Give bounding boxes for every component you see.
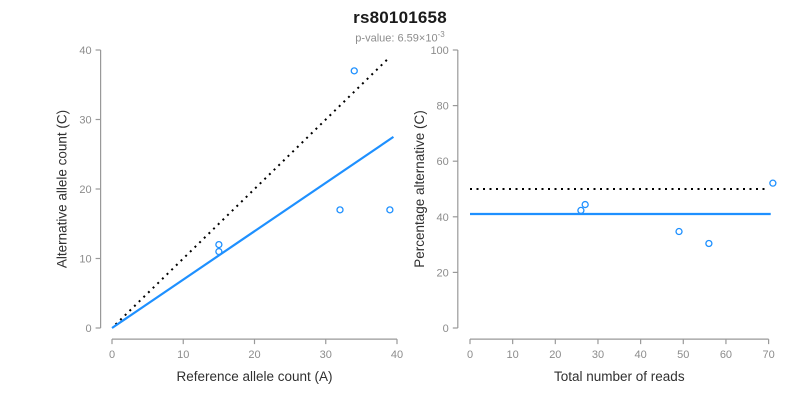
- y-tick-label: 40: [437, 212, 449, 224]
- y-axis-title: Alternative allele count (C): [55, 110, 70, 268]
- data-point: [769, 179, 777, 187]
- x-tick-label: 0: [467, 349, 473, 361]
- data-point: [215, 240, 223, 249]
- x-tick-label: 20: [549, 349, 561, 361]
- data-point: [215, 247, 223, 256]
- y-tick-label: 100: [430, 45, 448, 57]
- y-tick-label: 60: [437, 156, 449, 168]
- y-tick-label: 10: [79, 254, 91, 266]
- x-tick-label: 0: [109, 349, 115, 361]
- x-axis-title: Total number of reads: [554, 369, 685, 384]
- left-panel: 0 10 20 30 40 0 10 20 30 40 Reference allele count…: [55, 45, 404, 384]
- y-tick-label: 30: [79, 115, 91, 127]
- x-tick-label: 10: [507, 349, 519, 361]
- x-tick-label: 40: [635, 349, 647, 361]
- right-panel: 0 20 40 60 80 100 0 10 20 30 40 50 60 70 Total number …: [412, 45, 777, 384]
- data-point: [705, 239, 713, 248]
- x-tick-label: 70: [762, 349, 774, 361]
- x-tick-label: 60: [720, 349, 732, 361]
- x-tick-label: 20: [248, 349, 260, 361]
- expected-identity-line: [114, 56, 391, 326]
- data-point: [336, 206, 344, 214]
- x-tick-label: 30: [592, 349, 604, 361]
- y-tick-label: 0: [85, 323, 91, 335]
- data-point: [350, 67, 358, 75]
- y-tick-label: 80: [437, 101, 449, 113]
- y-tick-label: 20: [437, 267, 449, 279]
- x-tick-label: 50: [677, 349, 689, 361]
- y-tick-label: 40: [79, 45, 91, 57]
- x-tick-label: 40: [391, 349, 403, 361]
- data-point: [581, 200, 589, 209]
- y-tick-label: 0: [443, 323, 449, 335]
- x-axis-title: Reference allele count (A): [176, 369, 332, 384]
- x-tick-label: 30: [320, 349, 332, 361]
- y-tick-label: 20: [79, 184, 91, 196]
- y-axis-title: Percentage alternative (C): [412, 110, 427, 268]
- x-tick-label: 10: [177, 349, 189, 361]
- data-point: [577, 206, 585, 215]
- data-point: [675, 227, 683, 236]
- fitted-ratio-line: [111, 135, 395, 329]
- data-point: [386, 206, 394, 214]
